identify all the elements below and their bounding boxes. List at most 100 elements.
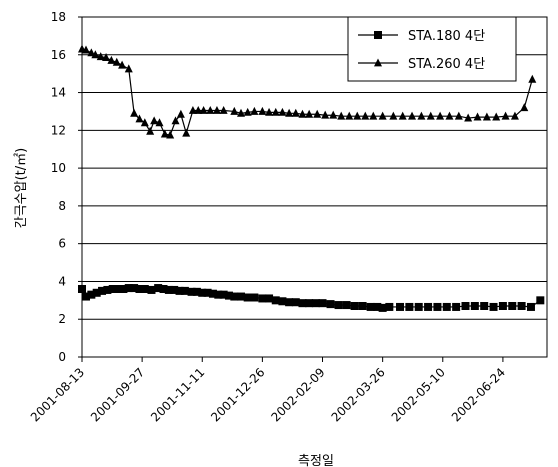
data-point	[378, 111, 387, 120]
data-point	[501, 111, 510, 120]
data-point	[361, 111, 370, 120]
legend-box	[347, 16, 517, 82]
data-point	[237, 292, 246, 301]
x-tick-label: 2001-09-27	[88, 365, 147, 424]
data-point	[265, 294, 274, 303]
data-point	[230, 292, 239, 301]
y-tick-label: 16	[51, 48, 66, 62]
data-point	[285, 108, 294, 117]
plot-area	[81, 16, 548, 358]
data-point	[194, 105, 203, 114]
data-point	[445, 111, 454, 120]
data-point	[424, 302, 433, 311]
x-tick-label: 2001-11-11	[148, 365, 207, 424]
data-point	[311, 299, 320, 308]
x-tick-label: 2002-03-26	[329, 365, 388, 424]
data-point	[219, 290, 228, 299]
data-point	[91, 50, 100, 59]
y-tick-label: 10	[51, 161, 66, 175]
x-tick-label: 2002-02-09	[268, 365, 327, 424]
data-point	[517, 302, 526, 310]
data-point	[147, 285, 156, 294]
data-point	[219, 105, 228, 114]
data-point	[146, 126, 155, 135]
data-point	[114, 285, 123, 293]
data-point	[199, 105, 208, 114]
data-point	[107, 55, 116, 64]
data-point	[124, 64, 133, 73]
data-point	[480, 302, 489, 310]
data-point	[130, 284, 139, 293]
x-tick-label: 2001-12-26	[208, 365, 267, 424]
data-point	[135, 285, 144, 293]
data-point	[350, 302, 359, 310]
data-point	[470, 302, 479, 310]
data-point	[150, 116, 159, 125]
y-axis-title: 간극수압(t/㎡)	[14, 148, 29, 228]
data-point	[224, 291, 233, 300]
data-point	[318, 299, 327, 308]
data-point	[96, 52, 105, 61]
data-point	[405, 302, 414, 311]
data-point	[291, 298, 300, 307]
data-point	[164, 285, 173, 294]
y-tick-label: 8	[58, 199, 66, 213]
data-point	[452, 302, 461, 311]
data-point	[298, 109, 307, 118]
data-point	[473, 112, 482, 121]
data-point	[112, 57, 121, 66]
data-point	[180, 286, 189, 295]
data-point	[160, 129, 169, 138]
data-point	[108, 285, 117, 293]
data-point	[510, 111, 519, 120]
data-point	[271, 107, 280, 116]
series-square	[78, 284, 545, 312]
data-point	[528, 74, 537, 83]
data-point	[243, 293, 252, 302]
data-point	[243, 107, 252, 116]
data-point	[171, 116, 180, 125]
data-point	[87, 290, 96, 299]
data-point	[378, 303, 387, 312]
x-axis: 2001-08-13 2001-09-27 2001-11-11 2001-12-26…	[28, 357, 508, 424]
legend-label: STA.260 4단	[408, 57, 485, 72]
data-point	[250, 293, 259, 302]
data-point	[237, 108, 246, 117]
data-point	[366, 302, 375, 311]
data-point	[305, 299, 314, 308]
data-point	[492, 112, 501, 121]
data-point	[278, 107, 287, 116]
data-point	[118, 60, 127, 69]
data-point	[176, 109, 185, 118]
data-point	[508, 302, 517, 310]
data-point	[461, 302, 470, 310]
data-point	[103, 285, 112, 294]
data-point	[78, 285, 86, 293]
data-point	[408, 111, 417, 120]
x-tick-label: 2002-05-10	[389, 365, 448, 424]
data-point	[414, 302, 423, 311]
series-layer	[78, 44, 545, 312]
data-point	[102, 53, 111, 62]
data-point	[337, 111, 346, 120]
data-point	[353, 111, 362, 120]
y-tick-label: 18	[51, 10, 66, 24]
data-point	[82, 45, 91, 54]
data-point	[124, 284, 133, 293]
y-tick-label: 6	[58, 237, 66, 251]
data-point	[442, 302, 451, 311]
data-point	[326, 300, 335, 309]
data-point	[454, 111, 463, 120]
data-point	[130, 108, 139, 117]
data-point	[214, 290, 223, 299]
data-point	[198, 288, 207, 297]
data-point	[285, 298, 294, 307]
data-point	[182, 128, 191, 137]
data-point	[154, 284, 163, 293]
data-point	[170, 285, 179, 294]
data-point	[345, 111, 354, 120]
data-point	[520, 103, 529, 112]
y-tick-label: 12	[51, 123, 66, 137]
data-point	[385, 302, 394, 311]
data-point	[342, 301, 351, 310]
